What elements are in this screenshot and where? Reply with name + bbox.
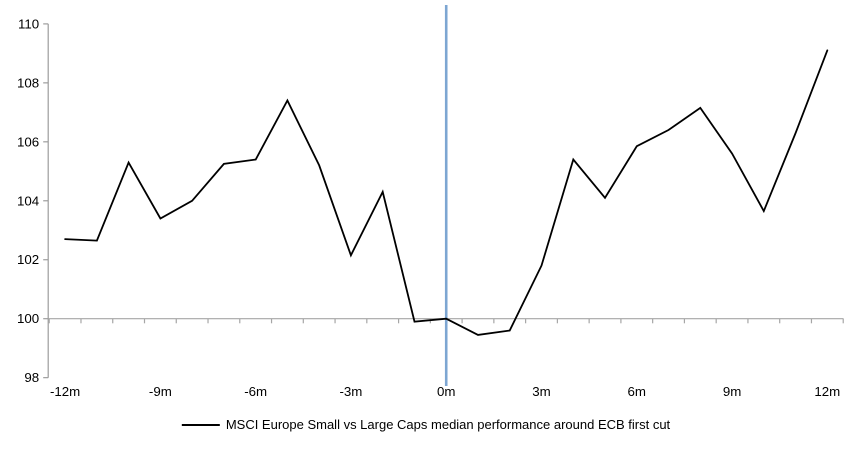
y-axis-label: 100: [17, 311, 39, 326]
x-axis-label: 12m: [814, 384, 840, 399]
x-axis-label: -12m: [50, 384, 80, 399]
x-axis-label: 0m: [437, 384, 455, 399]
y-axis-label: 110: [18, 16, 39, 31]
x-axis-label: -3m: [339, 384, 362, 399]
y-axis-label: 108: [17, 75, 39, 90]
x-axis-label: 6m: [628, 384, 646, 399]
x-axis-label: 9m: [723, 384, 741, 399]
legend: MSCI Europe Small vs Large Caps median p…: [181, 417, 671, 432]
y-axis-label: 102: [17, 252, 39, 267]
x-axis-label: -6m: [244, 384, 267, 399]
y-axis-label: 104: [17, 193, 39, 208]
y-axis-label: 98: [24, 370, 39, 385]
series-line: [64, 49, 829, 336]
legend-label: MSCI Europe Small vs Large Caps median p…: [225, 417, 671, 432]
legend-line-swatch: [181, 423, 220, 426]
x-axis-label: -9m: [149, 384, 172, 399]
x-axis-label: 3m: [532, 384, 550, 399]
y-axis-label: 106: [17, 134, 39, 149]
